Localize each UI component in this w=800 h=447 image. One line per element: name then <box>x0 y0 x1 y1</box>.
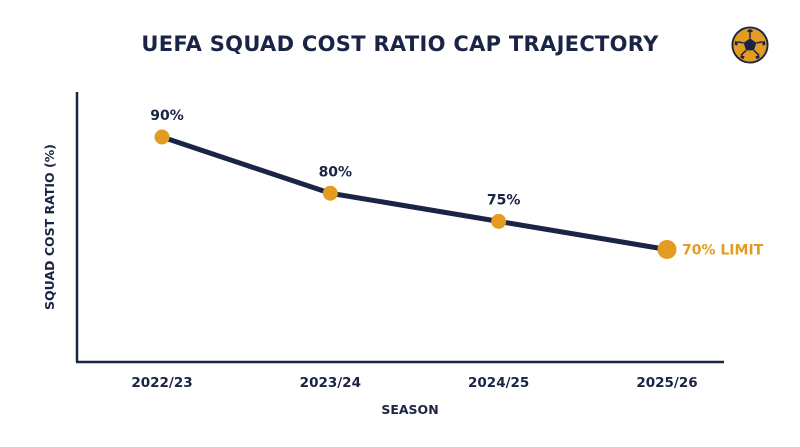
x-tick-label: 2022/23 <box>131 375 192 391</box>
series-line <box>159 134 670 252</box>
x-tick-label: 2023/24 <box>300 375 361 391</box>
data-label: 70% LIMIT <box>682 243 764 259</box>
data-point-marker <box>657 240 677 259</box>
x-axis-label: SEASON <box>381 402 438 417</box>
football-icon <box>731 26 769 64</box>
data-label: 90% <box>150 108 184 124</box>
data-label: 80% <box>319 164 353 180</box>
data-point-marker <box>322 185 338 201</box>
data-point-marker <box>154 129 170 145</box>
data-point-marker <box>491 213 507 229</box>
x-tick-label: 2025/26 <box>636 375 697 391</box>
chart-title: UEFA SQUAD COST RATIO CAP TRAJECTORY <box>141 32 659 56</box>
y-axis-label: SQUAD COST RATIO (%) <box>42 144 57 310</box>
x-tick-label: 2024/25 <box>468 375 529 391</box>
data-label: 75% <box>487 192 521 208</box>
